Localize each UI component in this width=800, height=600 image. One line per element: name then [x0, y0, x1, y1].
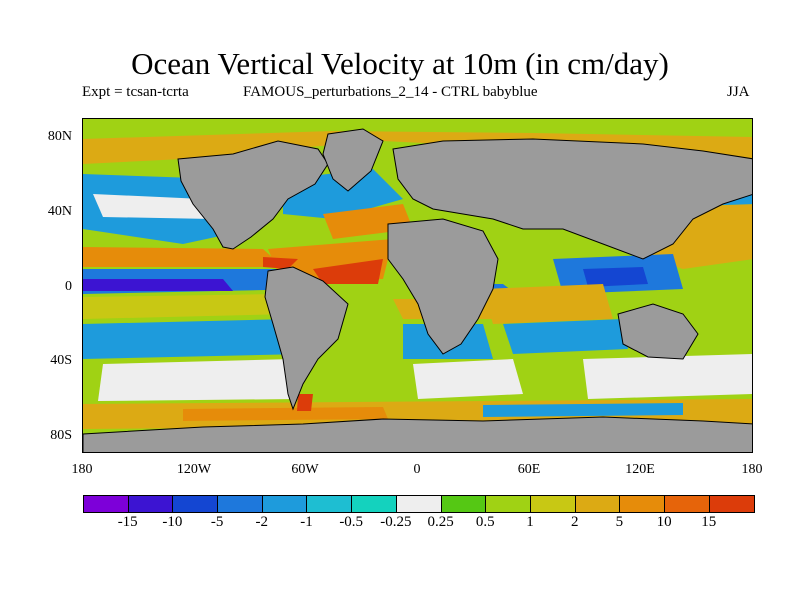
- map-title: Ocean Vertical Velocity at 10m (in cm/da…: [131, 46, 669, 81]
- colorbar-label: -2: [255, 514, 269, 530]
- lat-label-80n: 80N: [47, 129, 72, 144]
- colorbar-swatch: [307, 496, 353, 512]
- colorbar-swatch: [709, 496, 755, 512]
- lon-label-0: 0: [413, 462, 421, 477]
- colorbar: [83, 495, 756, 513]
- lat-label-80s: 80S: [50, 428, 72, 443]
- lon-label-60w: 60W: [291, 462, 319, 477]
- colorbar-label: 10: [656, 514, 672, 530]
- colorbar-swatch: [218, 496, 263, 512]
- colorbar-label: -15: [117, 514, 138, 530]
- colorbar-label: 15: [701, 514, 717, 530]
- colorbar-label: -10: [162, 514, 183, 530]
- experiment-label: Expt = tcsan-tcrta: [82, 84, 189, 100]
- colorbar-label: -0.5: [339, 514, 364, 530]
- colorbar-label: 5: [615, 514, 624, 530]
- land-mass: [83, 128, 752, 452]
- lon-label-180e: 180: [741, 462, 763, 477]
- colorbar-label: -0.25: [380, 514, 412, 530]
- colorbar-swatch: [664, 496, 710, 512]
- colorbar-swatch: [262, 496, 308, 512]
- lon-label-120w: 120W: [176, 462, 212, 477]
- lat-label-40n: 40N: [47, 204, 72, 219]
- colorbar-swatch: [486, 496, 531, 512]
- colorbar-swatch: [620, 496, 665, 512]
- colorbar-swatch: [441, 496, 487, 512]
- colorbar-label: 0.5: [475, 514, 495, 530]
- colorbar-label: 1: [526, 514, 534, 530]
- map-plot: [83, 119, 752, 452]
- colorbar-swatch: [396, 496, 442, 512]
- lon-label-120e: 120E: [625, 462, 655, 477]
- description-label: FAMOUS_perturbations_2_14 - CTRL babyblu…: [243, 84, 538, 100]
- season-label: JJA: [727, 84, 750, 100]
- colorbar-label: -1: [300, 514, 313, 530]
- colorbar-label: -5: [210, 514, 224, 530]
- colorbar-swatch: [530, 496, 576, 512]
- colorbar-swatch: [84, 496, 129, 512]
- colorbar-swatch: [173, 496, 219, 512]
- lon-label-180w: 180: [71, 462, 93, 477]
- colorbar-swatch: [128, 496, 174, 512]
- map-panel: [82, 118, 753, 453]
- colorbar-swatch: [352, 496, 397, 512]
- colorbar-label: 2: [570, 514, 579, 530]
- colorbar-label: 0.25: [427, 514, 454, 530]
- lon-label-60e: 60E: [517, 462, 541, 477]
- lat-label-40s: 40S: [50, 353, 72, 368]
- colorbar-swatch: [575, 496, 621, 512]
- lat-label-0: 0: [65, 279, 72, 294]
